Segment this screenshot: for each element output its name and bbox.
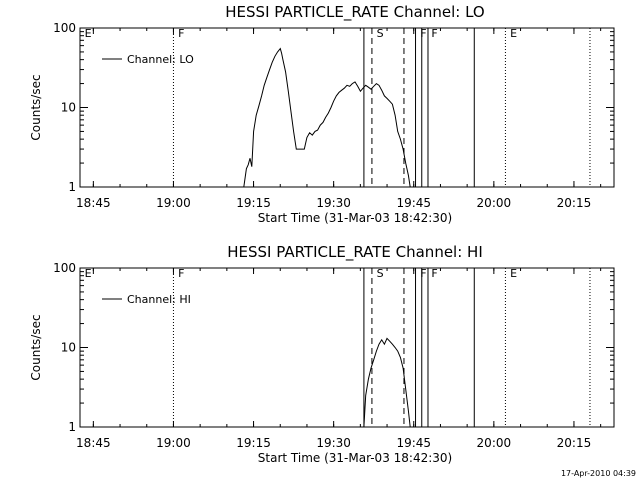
x-tick-label: 19:15 xyxy=(236,436,271,450)
flag-label: F xyxy=(420,27,426,40)
y-axis-label: Counts/sec xyxy=(29,74,43,140)
plot-frame xyxy=(79,27,615,188)
flag-label: E xyxy=(85,27,92,40)
series-line xyxy=(243,47,411,188)
x-tick-label: 19:30 xyxy=(316,436,351,450)
x-tick-label: 19:45 xyxy=(396,196,431,210)
chart-title: HESSI PARTICLE_RATE Channel: LO xyxy=(225,3,484,22)
chart-title: HESSI PARTICLE_RATE Channel: HI xyxy=(227,243,483,262)
x-tick-label: 20:15 xyxy=(557,436,592,450)
x-tick-label: 18:45 xyxy=(76,196,111,210)
flag-label: F xyxy=(178,267,184,280)
legend-label: Channel: HI xyxy=(127,293,191,306)
x-tick-label: 19:00 xyxy=(156,436,191,450)
series-line xyxy=(363,337,411,428)
legend-label: Channel: LO xyxy=(127,53,194,66)
flag-label: S xyxy=(377,267,384,280)
y-tick-label: 10 xyxy=(61,101,76,115)
flag-label: F xyxy=(178,27,184,40)
flag-label: S xyxy=(377,27,384,40)
x-tick-label: 20:15 xyxy=(557,196,592,210)
flag-label: E xyxy=(510,267,517,280)
y-tick-label: 1 xyxy=(68,420,76,434)
x-tick-label: 20:00 xyxy=(477,196,512,210)
y-tick-label: 100 xyxy=(53,261,76,275)
y-axis-label: Counts/sec xyxy=(29,314,43,380)
plot-frame xyxy=(79,267,615,428)
x-tick-label: 20:00 xyxy=(477,436,512,450)
x-tick-label: 19:30 xyxy=(316,196,351,210)
x-tick-label: 19:15 xyxy=(236,196,271,210)
x-axis-label: Start Time (31-Mar-03 18:42:30) xyxy=(258,451,452,465)
x-axis-label: Start Time (31-Mar-03 18:42:30) xyxy=(258,211,452,225)
panel-channel-lo: HESSI PARTICLE_RATE Channel: LOE F S F F E18:… xyxy=(29,3,615,225)
x-tick-label: 18:45 xyxy=(76,436,111,450)
y-tick-label: 100 xyxy=(53,21,76,35)
x-tick-label: 19:45 xyxy=(396,436,431,450)
flag-label: F xyxy=(431,267,437,280)
y-tick-label: 1 xyxy=(68,180,76,194)
timestamp-label: 17-Apr-2010 04:39 xyxy=(561,469,636,478)
flag-label: E xyxy=(510,27,517,40)
flag-label: E xyxy=(85,267,92,280)
flag-label: F xyxy=(431,27,437,40)
panel-channel-hi: HESSI PARTICLE_RATE Channel: HIE F S F F E18:… xyxy=(29,243,615,465)
flag-label: F xyxy=(420,267,426,280)
y-tick-label: 10 xyxy=(61,341,76,355)
x-tick-label: 19:00 xyxy=(156,196,191,210)
